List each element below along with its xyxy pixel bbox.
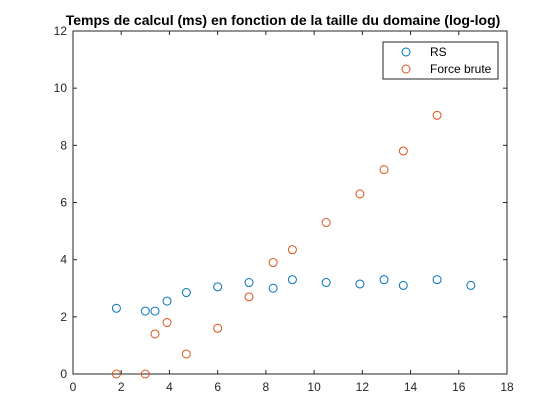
legend: RS Force brute [382,41,499,80]
x-tick-label: 14 [404,380,418,394]
data-point-force-brute [111,369,121,379]
chart-title: Temps de calcul (ms) en fonction de la t… [66,12,501,28]
y-tick-label: 0 [60,367,67,381]
y-tick-label: 6 [60,196,67,210]
legend-label-force-brute: Force brute [430,62,492,76]
data-point-force-brute [287,245,297,255]
legend-box [382,41,499,80]
y-tick-label: 12 [54,24,68,38]
x-tick-label: 18 [500,380,514,394]
y-tick-label: 2 [60,310,67,324]
data-point-rs [150,306,160,316]
data-point-rs [140,306,150,316]
legend-marker-rs [401,47,411,57]
y-tick-label: 8 [60,138,67,152]
x-tick-label: 12 [356,380,370,394]
data-point-force-brute [181,349,191,359]
legend-marker-force-brute [401,64,411,74]
x-tick-label: 4 [166,380,173,394]
data-point-force-brute [268,258,278,268]
data-point-rs [355,279,365,289]
data-point-rs [432,275,442,285]
data-point-force-brute [244,292,254,302]
data-point-force-brute [213,323,223,333]
data-point-force-brute [140,369,150,379]
legend-label-rs: RS [430,45,447,59]
data-point-rs [466,280,476,290]
data-point-force-brute [162,318,172,328]
data-point-force-brute [432,110,442,120]
x-tick-label: 6 [214,380,221,394]
x-tick-label: 10 [307,380,321,394]
data-point-rs [244,278,254,288]
y-tick-label: 4 [60,253,67,267]
x-tick-label: 8 [263,380,270,394]
data-point-force-brute [355,189,365,199]
x-tick-label: 0 [70,380,77,394]
data-point-rs [213,282,223,292]
data-point-force-brute [379,165,389,175]
data-point-rs [287,275,297,285]
data-point-rs [398,280,408,290]
x-axis: 0 2 4 6 8 10 12 14 16 18 [70,31,514,394]
y-axis: 0 2 4 6 8 10 12 [54,24,507,381]
data-point-rs [379,275,389,285]
x-tick-label: 2 [118,380,125,394]
y-tick-label: 10 [54,81,68,95]
data-point-rs [111,303,121,313]
data-point-rs [162,296,172,306]
data-points [111,69,476,379]
plot-area-frame [72,30,508,375]
data-point-force-brute [321,218,331,228]
data-point-force-brute [398,146,408,156]
data-point-force-brute [150,329,160,339]
data-point-rs [268,283,278,293]
data-point-rs [181,288,191,298]
data-point-rs [321,278,331,288]
x-tick-label: 16 [452,380,466,394]
